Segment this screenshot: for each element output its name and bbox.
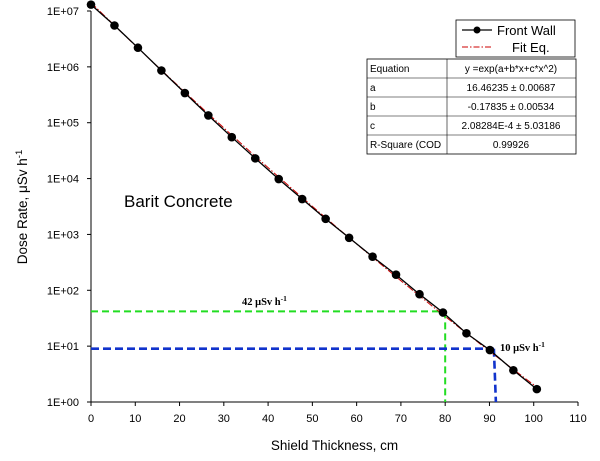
material-annotation: Barit Concrete: [124, 192, 233, 211]
x-tick-label: 20: [173, 413, 185, 425]
fit-table-key-c: c: [370, 121, 375, 132]
legend-box: [455, 19, 576, 58]
data-point: [391, 270, 401, 280]
legend: Front Wall Fit Eq.: [455, 19, 576, 58]
annotation-42-text: 42 μSv h: [242, 297, 281, 308]
data-point: [344, 233, 354, 243]
x-tick-label: 40: [262, 413, 274, 425]
fit-table: Equation y =exp(a+b*x+c*x^2) a 16.46235 …: [366, 58, 577, 155]
y-axis-title-sup: -1: [14, 150, 25, 158]
data-point: [438, 308, 448, 317]
data-point: [180, 88, 190, 98]
legend-front-wall-marker: [473, 26, 481, 34]
data-point: [86, 0, 96, 9]
x-tick-label: 30: [218, 413, 230, 425]
data-point: [509, 365, 518, 375]
data-point: [204, 111, 213, 120]
data-point: [110, 21, 119, 30]
y-tick-label: 1E+05: [47, 118, 79, 130]
y-tick-label: 1E+04: [47, 174, 79, 186]
legend-fit-label: Fit Eq.: [512, 40, 550, 55]
x-tick-label: 70: [395, 413, 407, 425]
fit-table-key-a: a: [370, 83, 376, 94]
annotation-42-sup: -1: [281, 294, 287, 303]
data-point: [485, 345, 495, 355]
fit-table-value-a: 16.46235 ± 0.00687: [467, 83, 556, 94]
guide-10-vertical: [492, 348, 498, 403]
legend-front-wall-label: Front Wall: [497, 23, 556, 38]
x-tick-label: 10: [129, 413, 141, 425]
fit-table-value-c: 2.08284E-4 ± 5.03186: [462, 121, 561, 132]
data-point: [415, 289, 424, 299]
annotation-42-label: 42 μSv h-1: [242, 294, 287, 308]
data-point: [133, 43, 143, 53]
x-tick-label: 110: [569, 413, 587, 425]
annotation-10-sup: -1: [539, 340, 545, 349]
data-point: [532, 384, 542, 394]
y-axis-title-main: Dose Rate, μSv h: [15, 158, 30, 264]
data-point: [227, 132, 237, 142]
annotation-10-text: 10 μSv h: [500, 343, 539, 354]
y-tick-label: 1E+06: [47, 62, 79, 74]
data-point: [462, 328, 471, 338]
front-wall-line: [90, 4, 538, 390]
fit-table-border: [366, 58, 577, 155]
data-point: [297, 194, 307, 204]
data-point: [157, 66, 166, 75]
x-tick-label: 90: [483, 413, 495, 425]
plot-frame: [90, 11, 578, 403]
x-tick-label: 0: [88, 413, 94, 425]
data-point: [368, 252, 377, 261]
fit-table-value-b: -0.17835 ± 0.00534: [468, 102, 555, 113]
data-point: [250, 154, 260, 163]
y-tick-label: 1E+02: [47, 285, 79, 297]
x-axis-title: Shield Thickness, cm: [271, 438, 398, 453]
reference-guides: [91, 310, 498, 403]
fit-table-key-rsquare: R-Square (COD: [370, 140, 441, 151]
annotation-10-label: 10 μSv h-1: [500, 340, 545, 354]
y-axis-title: Dose Rate, μSv h-1: [14, 150, 30, 265]
data-point: [321, 214, 330, 224]
fit-table-value-equation: y =exp(a+b*x+c*x^2): [465, 64, 557, 75]
fit-table-key-equation: Equation: [370, 64, 409, 75]
data-point: [274, 174, 284, 184]
fit-table-key-b: b: [370, 102, 376, 113]
y-tick-label: 1E+01: [47, 341, 79, 353]
y-tick-label: 1E+03: [47, 229, 79, 241]
x-tick-label: 60: [351, 413, 363, 425]
y-tick-label: 1E+00: [47, 397, 79, 409]
x-tick-label: 50: [306, 413, 318, 425]
y-tick-label: 1E+07: [47, 6, 79, 18]
front-wall-series: [86, 0, 542, 394]
fit-table-value-rsquare: 0.99926: [493, 140, 530, 151]
axis-ticks: 0 10 20 30 40 50 60 70 80 90 100 110 1E+07 1E+06 1E+05…: [47, 6, 587, 425]
x-tick-label: 80: [439, 413, 451, 425]
x-tick-label: 100: [525, 413, 543, 425]
